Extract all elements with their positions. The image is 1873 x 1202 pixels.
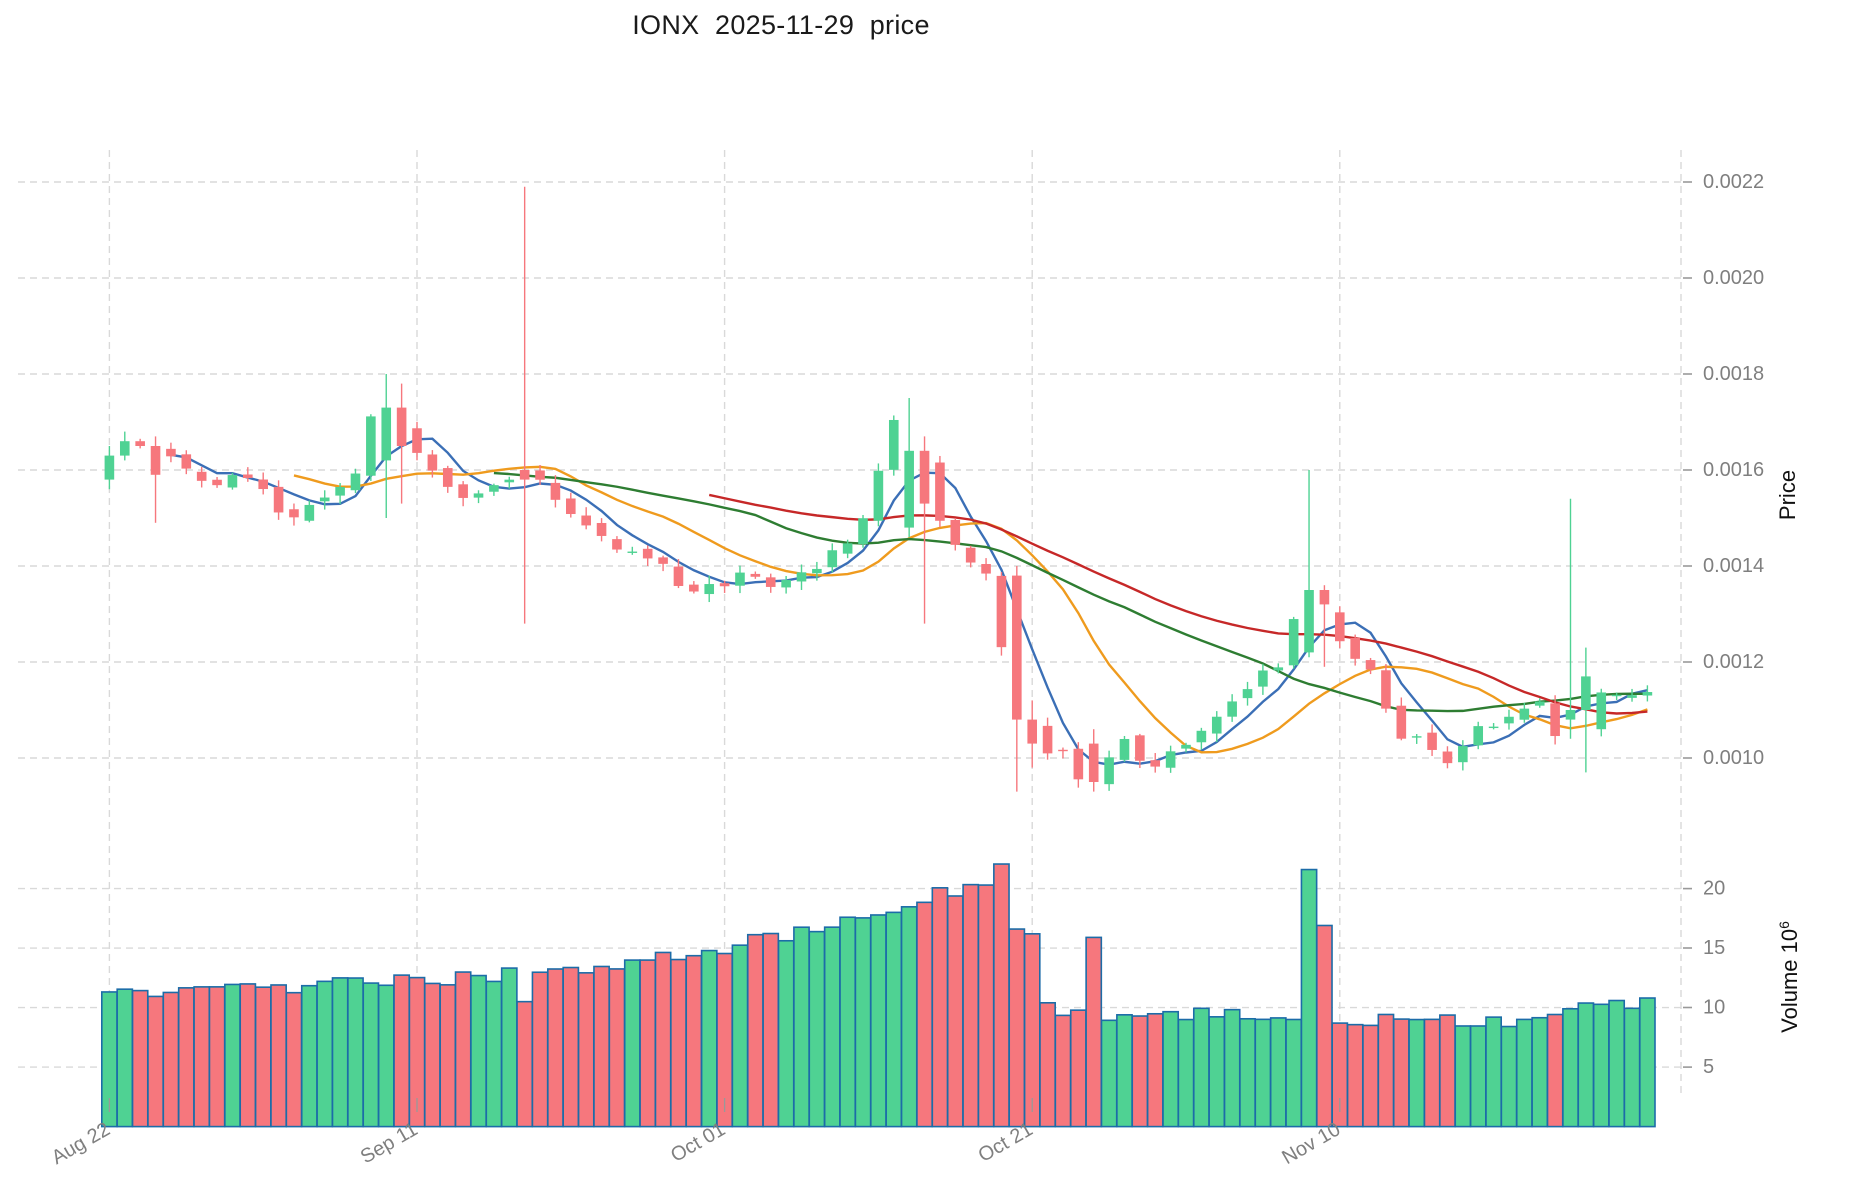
svg-text:0.0012: 0.0012 bbox=[1703, 651, 1764, 673]
svg-text:0.0018: 0.0018 bbox=[1703, 363, 1764, 385]
svg-text:Volume 106: Volume 106 bbox=[1776, 921, 1802, 1033]
svg-text:0.0016: 0.0016 bbox=[1703, 459, 1764, 481]
svg-text:Aug 22: Aug 22 bbox=[48, 1118, 114, 1169]
svg-text:Price: Price bbox=[1775, 470, 1800, 520]
svg-text:0.0022: 0.0022 bbox=[1703, 171, 1764, 193]
svg-text:20: 20 bbox=[1703, 878, 1725, 900]
svg-text:0.0014: 0.0014 bbox=[1703, 555, 1764, 577]
svg-text:0.0020: 0.0020 bbox=[1703, 267, 1764, 289]
svg-text:5: 5 bbox=[1703, 1056, 1714, 1078]
svg-text:15: 15 bbox=[1703, 937, 1725, 959]
svg-text:10: 10 bbox=[1703, 997, 1725, 1019]
svg-text:0.0010: 0.0010 bbox=[1703, 747, 1764, 769]
